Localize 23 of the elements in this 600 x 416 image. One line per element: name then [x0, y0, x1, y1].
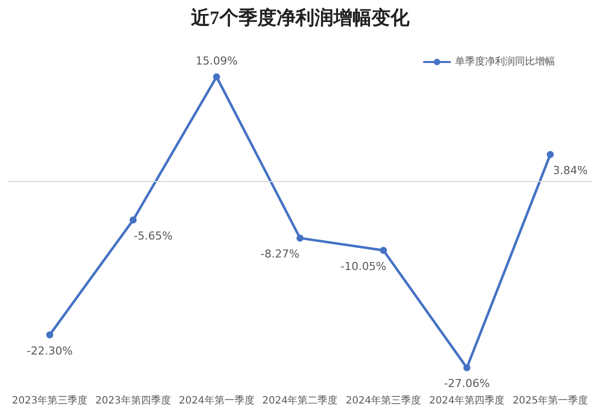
x-tick-label: 2025年第一季度: [512, 394, 588, 406]
point: [130, 216, 137, 224]
data-label: -10.05%: [340, 260, 386, 273]
data-label: -8.27%: [260, 248, 300, 261]
point: [213, 73, 220, 80]
point: [46, 331, 54, 338]
data-label: -22.30%: [26, 344, 73, 358]
point: [546, 151, 554, 158]
chart-title: 近7个季度净利润增幅变化: [190, 7, 410, 29]
x-tick-label: 2024年第一季度: [178, 394, 254, 406]
x-tick-label: 2023年第四季度: [95, 394, 171, 406]
point: [463, 364, 470, 372]
data-label: 3.84%: [552, 164, 588, 178]
x-tick-label: 2024年第二季度: [262, 394, 338, 406]
data-label: 15.09%: [196, 54, 238, 68]
x-tick-label: 2024年第四季度: [429, 394, 505, 406]
point: [296, 234, 304, 242]
data-label: -27.06%: [444, 377, 490, 390]
x-tick-label: 2023年第三季度: [12, 394, 88, 406]
legend-label: 单季度净利润同比增幅: [455, 56, 555, 68]
data-label: -5.65%: [134, 229, 173, 242]
point: [380, 246, 387, 254]
x-tick-label: 2024年第三季度: [346, 394, 422, 406]
